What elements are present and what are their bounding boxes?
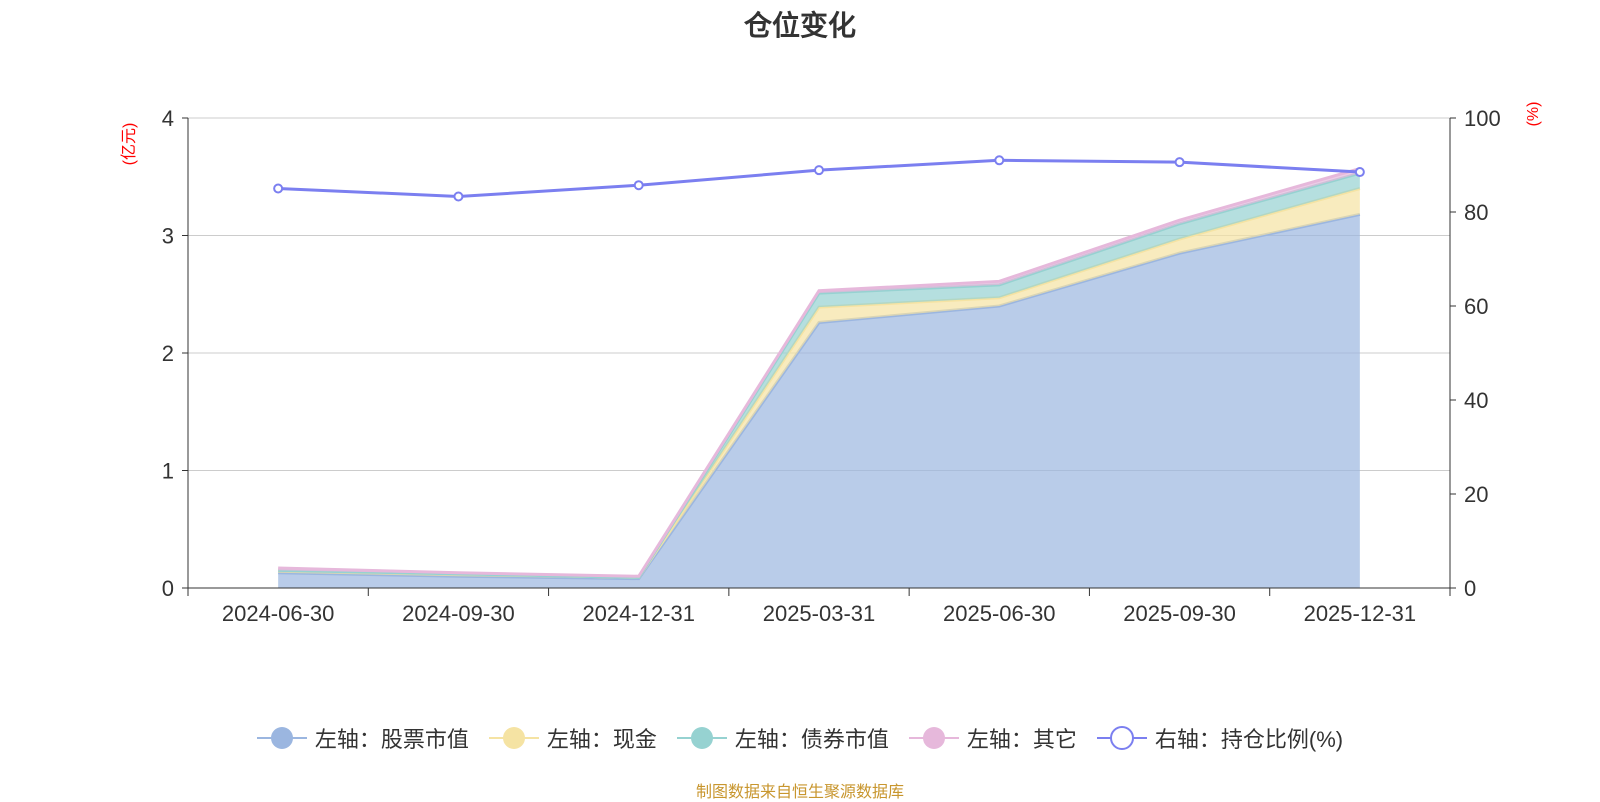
- x-tick-label: 2025-12-31: [1304, 601, 1417, 626]
- hollow-circle-icon: [1096, 726, 1147, 750]
- ratio-point: [1174, 157, 1185, 168]
- x-tick-label: 2024-12-31: [582, 601, 695, 626]
- x-tick-label: 2025-09-30: [1123, 601, 1236, 626]
- ratio-point: [1354, 167, 1365, 178]
- area-cash: [278, 188, 1360, 579]
- left-tick-label: 1: [162, 459, 174, 484]
- filled-circle-icon: [488, 727, 539, 749]
- right-tick-label: 20: [1464, 482, 1488, 507]
- ratio-point: [994, 155, 1005, 166]
- left-axis-unit: (亿元): [120, 123, 138, 166]
- ratio-point: [273, 183, 284, 194]
- x-tick-label: 2025-06-30: [943, 601, 1056, 626]
- legend-item-cash[interactable]: 左轴：现金: [488, 722, 657, 754]
- right-tick-label: 100: [1464, 106, 1501, 131]
- filled-circle-icon: [908, 727, 959, 749]
- ratio-point: [814, 165, 824, 176]
- legend-label: 左轴：现金: [546, 727, 657, 752]
- right-axis-unit: (%): [1525, 102, 1542, 127]
- area-bond: [278, 173, 1360, 578]
- ratio-point: [453, 191, 464, 202]
- left-tick-label: 2: [162, 341, 174, 366]
- right-tick-label: 60: [1464, 294, 1488, 319]
- area-line-other: [278, 167, 1361, 578]
- filled-circle-icon: [256, 727, 307, 749]
- legend-item-other[interactable]: 左轴：其它: [908, 722, 1077, 754]
- right-tick-label: 0: [1464, 576, 1476, 601]
- legend-item-bond[interactable]: 左轴：债券市值: [676, 722, 889, 754]
- chart-title: 仓位变化: [743, 10, 856, 41]
- left-tick-label: 0: [162, 576, 174, 601]
- legend: 左轴：股票市值 左轴：现金 左轴：债券市值 左轴：其它 右轴：持仓比例(%): [0, 718, 1600, 758]
- legend-item-stock[interactable]: 左轴：股票市值: [256, 722, 469, 754]
- left-tick-label: 4: [162, 106, 174, 131]
- x-tick-label: 2024-09-30: [402, 601, 515, 626]
- left-tick-label: 3: [162, 224, 174, 249]
- right-tick-label: 40: [1464, 388, 1488, 413]
- legend-label: 左轴：债券市值: [734, 727, 889, 752]
- legend-label: 左轴：其它: [966, 727, 1077, 752]
- legend-label: 左轴：股票市值: [314, 727, 469, 752]
- right-tick-label: 80: [1464, 200, 1488, 225]
- area-stock: [278, 214, 1360, 588]
- legend-label: 右轴：持仓比例(%): [1154, 727, 1344, 752]
- x-tick-label: 2024-06-30: [222, 601, 335, 626]
- filled-circle-icon: [676, 727, 727, 749]
- x-tick-label: 2025-03-31: [763, 601, 876, 626]
- ratio-point: [633, 180, 644, 191]
- source-note: 制图数据来自恒生聚源数据库: [695, 784, 904, 801]
- legend-item-ratio[interactable]: 右轴：持仓比例(%): [1096, 722, 1344, 754]
